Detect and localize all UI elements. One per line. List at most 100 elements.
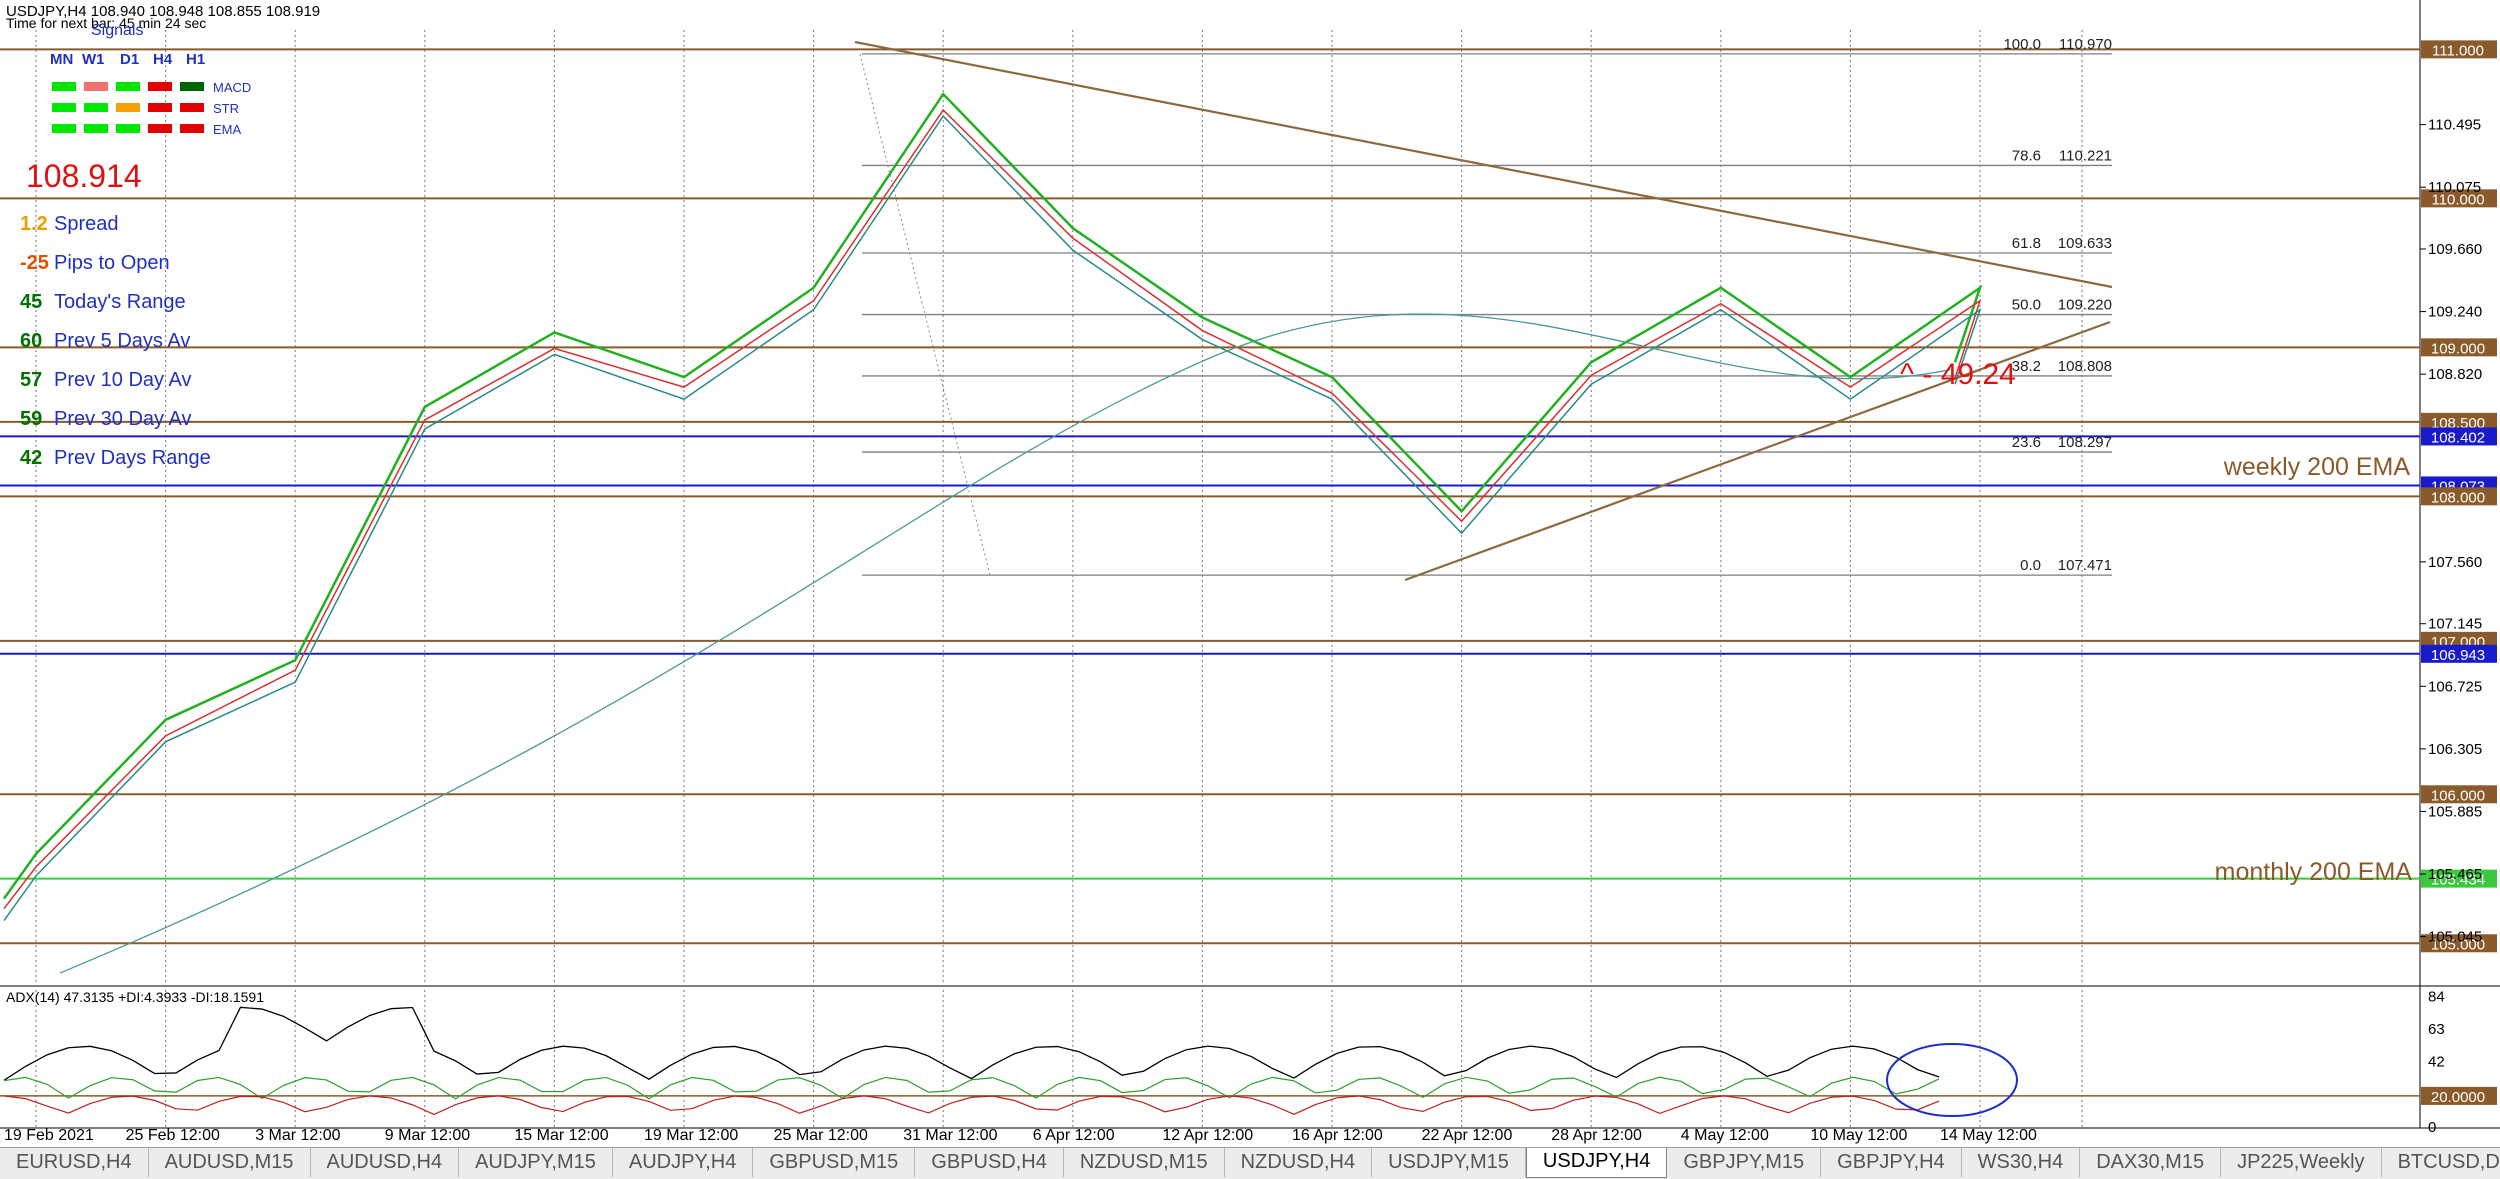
date-label: 6 Apr 12:00 — [1033, 1127, 1115, 1144]
stat-label: Prev Days Range — [54, 447, 211, 469]
price-tick-label: 106.725 — [2428, 678, 2482, 695]
adx-panel: 84 63 42 0 20.0000 — [0, 988, 2497, 1136]
trendlines — [854, 40, 2113, 582]
fibonacci-retracement: 100.0 110.970 78.6 110.221 61.8 109.633 50.0 10… — [859, 36, 2112, 576]
symbol-tab[interactable]: GBPUSD,M15 — [753, 1148, 916, 1177]
signal-row-label: STR — [213, 101, 239, 116]
stat-value: 57 — [20, 369, 42, 391]
date-axis: 19 Feb 2021 25 Feb 12:00 3 Mar 12:00 9 Mar … — [4, 1127, 2037, 1144]
highlight-circle — [1886, 1043, 2018, 1117]
level-value: 108.000 — [2431, 489, 2485, 506]
date-label: 19 Feb 2021 — [4, 1127, 94, 1144]
level-tag — [2421, 189, 2497, 208]
date-label: 31 Mar 12:00 — [903, 1127, 997, 1144]
monthly-ema-label: monthly 200 EMA — [2215, 858, 2413, 886]
date-label: 9 Mar 12:00 — [385, 1127, 470, 1144]
ema-200-line — [59, 313, 1951, 974]
adx-tick-label: 63 — [2428, 1021, 2445, 1038]
stat-label: Prev 30 Day Av — [54, 408, 191, 430]
signal-cell — [148, 82, 172, 91]
signal-cell — [180, 82, 204, 91]
fib-ratio: 78.6 — [2012, 147, 2041, 164]
price-tick-label: 110.075 — [2428, 179, 2481, 196]
date-label: 22 Apr 12:00 — [1422, 1127, 1513, 1144]
symbol-tab[interactable]: BTCUSD,Daily — [2382, 1148, 2500, 1177]
symbol-tab[interactable]: GBPJPY,H4 — [1821, 1148, 1962, 1177]
date-label: 28 Apr 12:00 — [1551, 1127, 1642, 1144]
stats-panel: 1.2 Spread-25 Pips to Open 45 Today's Range 6… — [20, 213, 211, 469]
level-tag — [2421, 934, 2497, 953]
symbol-tab[interactable]: AUDJPY,H4 — [613, 1148, 754, 1177]
horizontal-levels — [0, 48, 2420, 945]
pips-annotation: ^ - 49.24 — [1900, 358, 2016, 391]
grid — [0, 0, 2500, 1129]
signal-cell — [116, 103, 140, 112]
symbol-tabs: EURUSD,H4 AUDUSD,M15 AUDUSD,H4 AUDJPY,M15 AU… — [0, 1147, 2500, 1179]
symbol-tab[interactable]: WS30,H4 — [1962, 1148, 2081, 1177]
symbol-tab[interactable]: USDJPY,H4 — [1525, 1148, 1668, 1178]
level-tag — [2421, 412, 2497, 431]
fib-ratio: 38.2 — [2012, 358, 2041, 375]
stat-value: 42 — [20, 447, 42, 469]
date-label: 3 Mar 12:00 — [255, 1127, 340, 1144]
ema-fast-line — [3, 108, 1982, 910]
date-label: 4 May 12:00 — [1681, 1127, 1769, 1144]
date-label: 14 May 12:00 — [1940, 1127, 2037, 1144]
symbol-tab[interactable]: USDJPY,M15 — [1372, 1148, 1526, 1177]
symbol-tab[interactable]: AUDUSD,M15 — [149, 1148, 311, 1177]
level-value: 105.434 — [2431, 872, 2485, 889]
adx-tick-label: 42 — [2428, 1054, 2445, 1071]
price-tick-label: 105.045 — [2428, 929, 2482, 946]
price-tick-label: 108.820 — [2428, 366, 2482, 383]
level-value: 109.000 — [2431, 340, 2485, 357]
adx-tick-label: 0 — [2428, 1119, 2436, 1136]
support-trendline — [1404, 320, 2111, 582]
signal-cell — [180, 124, 204, 133]
date-label: 25 Feb 12:00 — [126, 1127, 220, 1144]
fib-price: 109.220 — [2058, 297, 2112, 314]
symbol-tab[interactable]: AUDJPY,M15 — [459, 1148, 613, 1177]
symbol-tab[interactable]: AUDUSD,H4 — [311, 1148, 460, 1177]
level-value: 110.000 — [2431, 191, 2484, 208]
level-tag — [2421, 338, 2497, 357]
price-tick-label: 106.305 — [2428, 741, 2482, 758]
signal-row-label: EMA — [213, 122, 242, 137]
signal-row-label: MACD — [213, 80, 251, 95]
fib-ratio: 50.0 — [2012, 297, 2041, 314]
minus-di-line — [3, 1095, 1940, 1116]
price-tick-label: 105.465 — [2428, 866, 2482, 883]
stat-label: Spread — [54, 213, 119, 235]
fib-price: 107.471 — [2058, 557, 2112, 574]
level-tag — [2421, 40, 2497, 59]
stat-label: Prev 5 Days Av — [54, 330, 190, 352]
signal-cell — [84, 103, 108, 112]
signal-cell — [52, 103, 76, 112]
date-label: 15 Mar 12:00 — [514, 1127, 608, 1144]
price-tick-label: 107.560 — [2428, 554, 2482, 571]
signals-grid: MN W1 D1 H4 H1 MACD STR EMA — [50, 51, 251, 137]
symbol-tab[interactable]: DAX30,M15 — [2080, 1148, 2222, 1177]
level-tag — [2421, 869, 2497, 888]
adx-label: ADX(14) 47.3135 +DI:4.3933 -DI:18.1591 — [6, 989, 264, 1005]
fib-price: 109.633 — [2058, 235, 2112, 252]
symbol-tab[interactable]: NZDUSD,H4 — [1225, 1148, 1373, 1177]
current-price: 108.914 — [26, 158, 142, 194]
signal-cell — [148, 124, 172, 133]
adx-level-tag — [2421, 1086, 2497, 1105]
price-chart[interactable]: 100.0 110.970 78.6 110.221 61.8 109.633 50.0 10… — [0, 0, 2500, 1147]
symbol-tab[interactable]: GBPJPY,M15 — [1667, 1148, 1822, 1177]
signal-cell — [148, 103, 172, 112]
level-tag — [2421, 427, 2497, 446]
stat-label: Pips to Open — [54, 252, 170, 274]
signal-cell — [84, 82, 108, 91]
symbol-tab[interactable]: JP225,Weekly — [2221, 1148, 2382, 1177]
symbol-tab[interactable]: EURUSD,H4 — [0, 1148, 149, 1177]
weekly-ema-label: weekly 200 EMA — [2223, 453, 2411, 481]
stat-value: -25 — [20, 252, 49, 274]
symbol-tab[interactable]: GBPUSD,H4 — [915, 1148, 1064, 1177]
symbol-tab[interactable]: NZDUSD,M15 — [1064, 1148, 1225, 1177]
bar-timer: Time for next bar: 45 min 24 sec — [6, 15, 206, 31]
adx-line — [3, 1006, 1940, 1081]
adx-tick-label: 84 — [2428, 988, 2445, 1005]
symbol-info: USDJPY,H4 108.940 108.948 108.855 108.91… — [6, 3, 320, 20]
